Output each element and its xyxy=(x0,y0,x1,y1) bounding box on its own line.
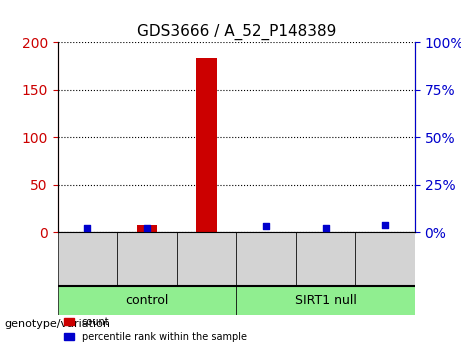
Text: genotype/variation: genotype/variation xyxy=(5,319,111,329)
FancyBboxPatch shape xyxy=(236,286,415,315)
FancyBboxPatch shape xyxy=(236,232,296,286)
Point xyxy=(84,225,91,231)
FancyBboxPatch shape xyxy=(296,232,355,286)
FancyBboxPatch shape xyxy=(58,286,236,315)
Text: SIRT1 null: SIRT1 null xyxy=(295,294,356,307)
FancyBboxPatch shape xyxy=(58,232,117,286)
Bar xyxy=(136,224,157,232)
Point xyxy=(381,222,389,227)
Legend: count, percentile rank within the sample: count, percentile rank within the sample xyxy=(60,313,250,346)
Point xyxy=(262,224,270,229)
FancyBboxPatch shape xyxy=(117,232,177,286)
FancyBboxPatch shape xyxy=(355,232,415,286)
Point xyxy=(143,225,151,231)
Point xyxy=(203,2,210,7)
Title: GDS3666 / A_52_P148389: GDS3666 / A_52_P148389 xyxy=(136,23,336,40)
FancyBboxPatch shape xyxy=(177,232,236,286)
Text: control: control xyxy=(125,294,169,307)
Point xyxy=(322,225,329,231)
Bar xyxy=(196,58,217,232)
